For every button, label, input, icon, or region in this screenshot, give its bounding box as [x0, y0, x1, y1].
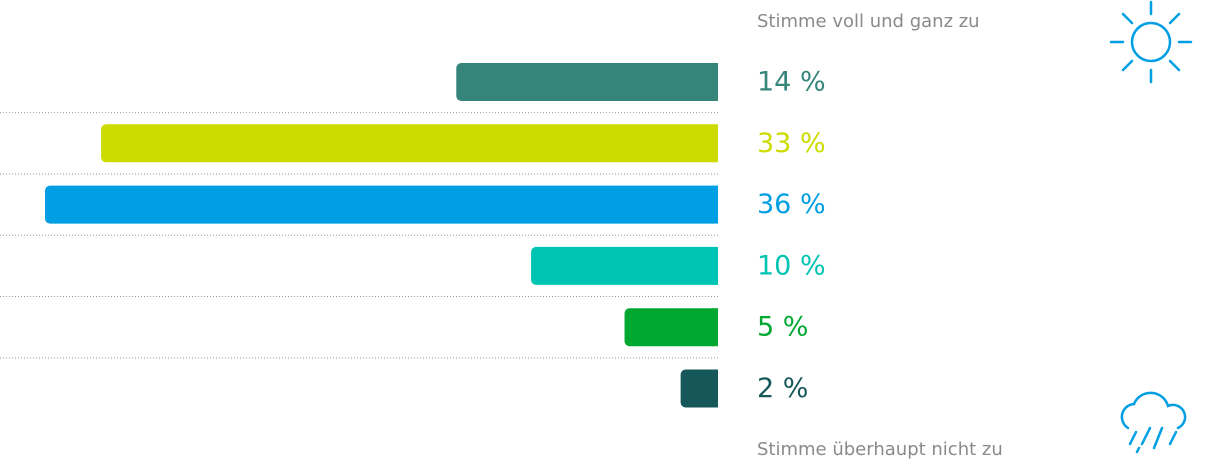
value-label: 14 %	[757, 67, 826, 98]
bar-edge	[712, 246, 718, 285]
value-label: 36 %	[757, 189, 826, 220]
bar-edge	[712, 369, 718, 408]
rain-icon	[1120, 391, 1187, 454]
bar	[101, 124, 719, 163]
bar-edge	[712, 124, 718, 163]
bar	[456, 63, 718, 101]
bar	[531, 246, 718, 285]
bar	[45, 185, 718, 224]
value-label: 2 %	[757, 373, 808, 404]
top-label: Stimme voll und ganz zu	[757, 11, 980, 32]
sun-icon	[1109, 0, 1193, 84]
bottom-label: Stimme überhaupt nicht zu	[757, 439, 1003, 460]
bar-edge	[712, 63, 718, 101]
value-label: 33 %	[757, 128, 826, 159]
bar	[680, 369, 718, 408]
bar	[624, 308, 718, 347]
bar-edge	[712, 308, 718, 347]
bar-edge	[712, 185, 718, 224]
value-label: 5 %	[757, 312, 808, 343]
value-label: 10 %	[757, 250, 826, 281]
